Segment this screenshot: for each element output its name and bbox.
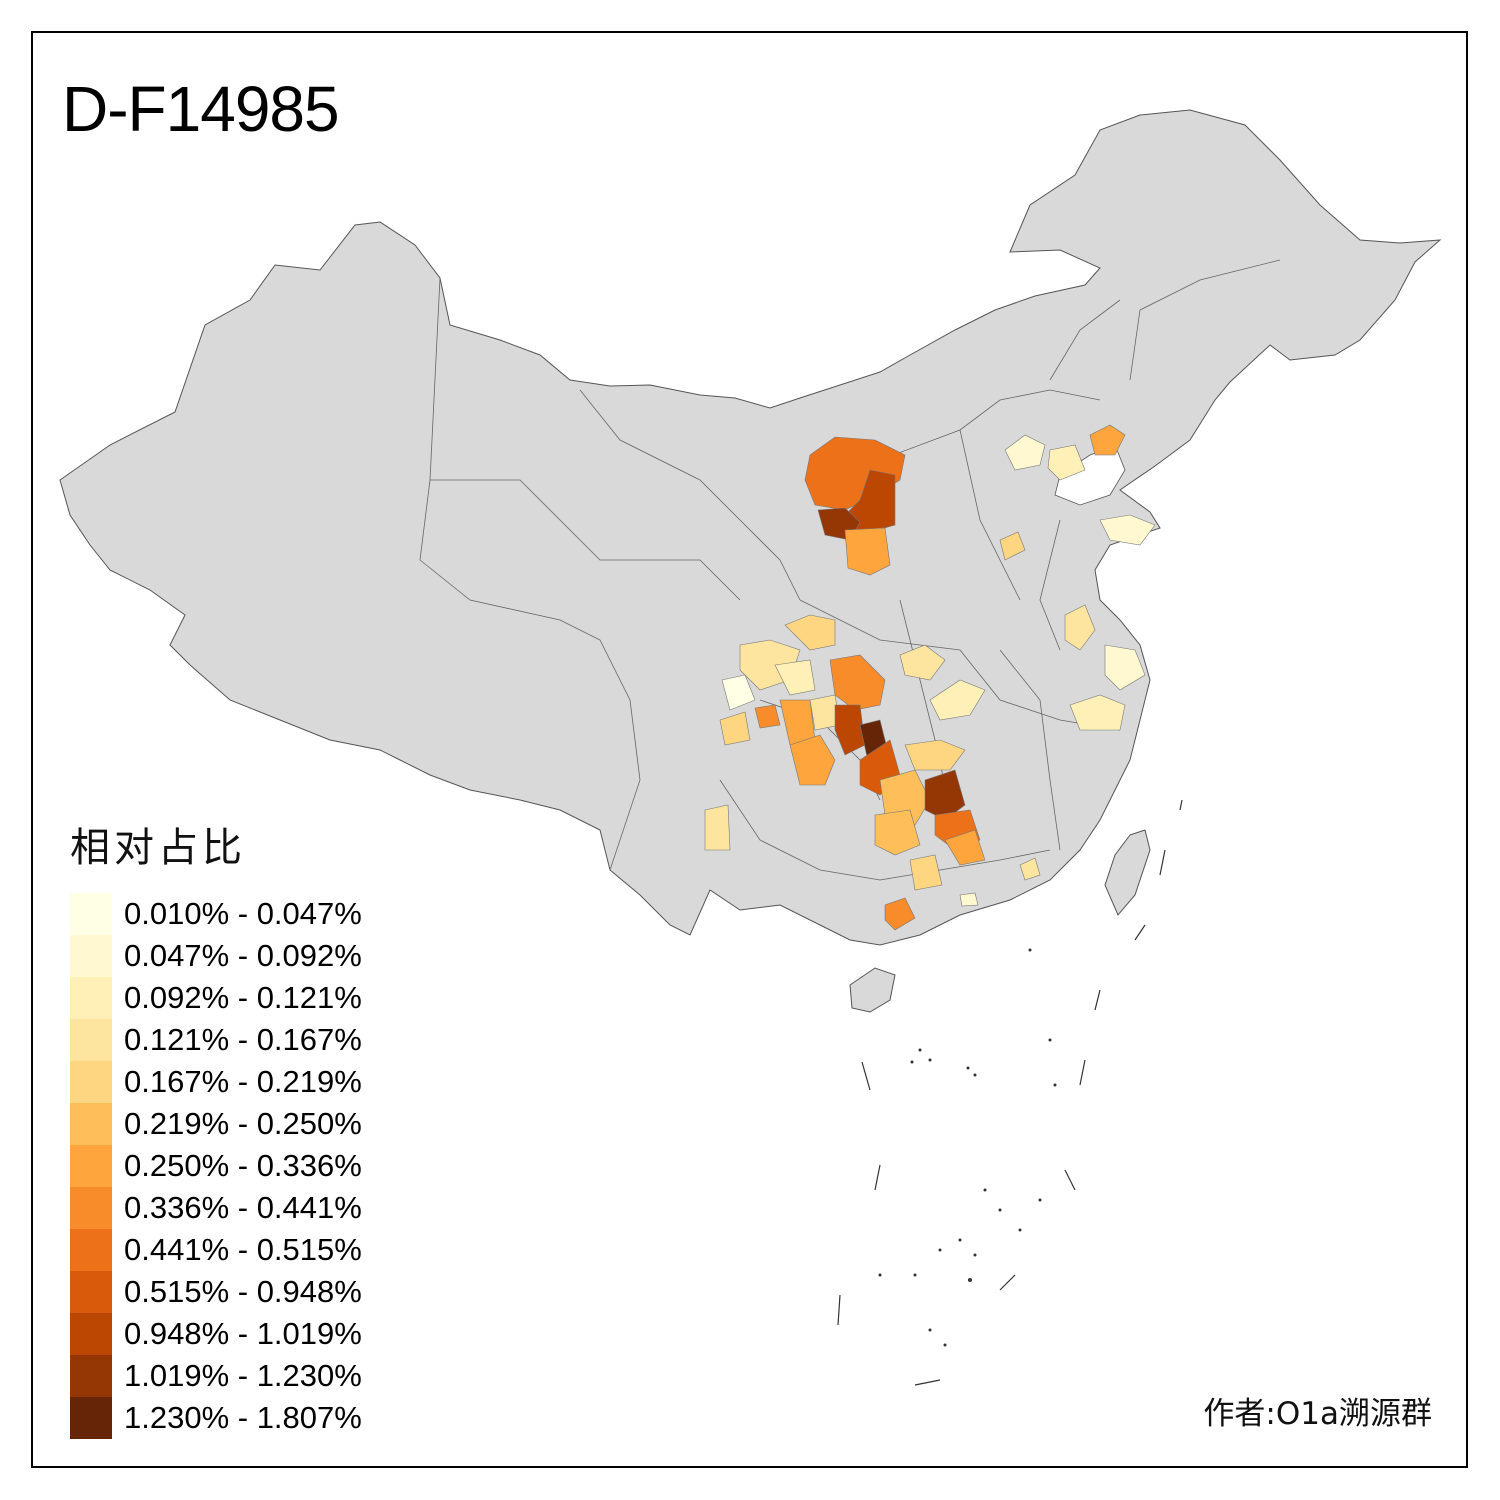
legend-swatch bbox=[70, 893, 112, 935]
region-hunan-a bbox=[879, 769, 931, 826]
legend-swatch bbox=[70, 935, 112, 977]
region-beijing-a bbox=[1004, 434, 1046, 471]
legend-item: 0.121% - 0.167% bbox=[70, 1019, 362, 1061]
legend-swatch bbox=[70, 1313, 112, 1355]
legend-label: 0.515% - 0.948% bbox=[124, 1274, 362, 1309]
region-hunan-e bbox=[874, 809, 921, 856]
legend-item: 0.441% - 0.515% bbox=[70, 1229, 362, 1271]
legend-label: 0.219% - 0.250% bbox=[124, 1106, 362, 1141]
legend-swatch bbox=[70, 1145, 112, 1187]
map-title: D-F14985 bbox=[62, 73, 340, 145]
region-yunnan-a bbox=[704, 804, 731, 851]
region-guangdong-a bbox=[884, 897, 916, 931]
legend-item: 0.047% - 0.092% bbox=[70, 935, 362, 977]
region-chongqing-a bbox=[829, 654, 886, 711]
legend-label: 1.230% - 1.807% bbox=[124, 1400, 362, 1435]
island-dots bbox=[878, 948, 1057, 1347]
legend-item: 0.219% - 0.250% bbox=[70, 1103, 362, 1145]
region-guizhou-a bbox=[789, 734, 836, 786]
province-boundaries bbox=[419, 259, 1281, 881]
region-shandong-a bbox=[1099, 514, 1156, 546]
region-shaanxi-a bbox=[784, 614, 836, 651]
legend-swatch bbox=[70, 1187, 112, 1229]
legend-item: 0.010% - 0.047% bbox=[70, 893, 362, 935]
legend-label: 0.092% - 0.121% bbox=[124, 980, 362, 1015]
region-guangdong-c bbox=[959, 892, 979, 907]
legend-swatch bbox=[70, 977, 112, 1019]
region-guangxi-a bbox=[909, 854, 943, 891]
region-sichuan-e bbox=[754, 704, 781, 729]
legend: 相对占比 0.010% - 0.047% 0.047% - 0.092% 0.0… bbox=[70, 815, 362, 1439]
region-henan-a bbox=[899, 644, 946, 681]
legend-swatch bbox=[70, 1061, 112, 1103]
region-jiangsu-a bbox=[1064, 604, 1096, 651]
region-hebei-a bbox=[999, 531, 1026, 561]
legend-label: 0.948% - 1.019% bbox=[124, 1316, 362, 1351]
region-chongqing-b bbox=[834, 704, 866, 756]
region-guangdong-b bbox=[1019, 857, 1041, 881]
region-sichuan-c bbox=[721, 674, 756, 711]
colored-regions bbox=[704, 424, 1156, 931]
region-beijing-b bbox=[1047, 444, 1086, 481]
map-frame bbox=[31, 31, 1468, 1468]
region-ne-a bbox=[1089, 424, 1126, 456]
bohai-sea bbox=[1054, 444, 1126, 506]
region-hunan-d bbox=[904, 739, 966, 771]
legend-item: 0.336% - 0.441% bbox=[70, 1187, 362, 1229]
legend-item: 1.019% - 1.230% bbox=[70, 1355, 362, 1397]
region-sichuan-b bbox=[774, 659, 816, 696]
legend-label: 0.167% - 0.219% bbox=[124, 1064, 362, 1099]
legend-swatch bbox=[70, 1271, 112, 1313]
legend-title: 相对占比 bbox=[70, 825, 246, 871]
legend-items: 0.010% - 0.047% 0.047% - 0.092% 0.092% -… bbox=[70, 893, 362, 1439]
legend-label: 0.047% - 0.092% bbox=[124, 938, 362, 973]
legend-swatch bbox=[70, 1355, 112, 1397]
legend-item: 0.250% - 0.336% bbox=[70, 1145, 362, 1187]
legend-item: 0.092% - 0.121% bbox=[70, 977, 362, 1019]
region-jiangsu-b bbox=[1104, 644, 1146, 691]
region-zhejiang-a bbox=[1069, 694, 1126, 731]
legend-label: 0.250% - 0.336% bbox=[124, 1148, 362, 1183]
legend-label: 0.336% - 0.441% bbox=[124, 1190, 362, 1225]
taiwan-island bbox=[1104, 829, 1151, 916]
legend-swatch bbox=[70, 1229, 112, 1271]
hainan-island bbox=[849, 967, 896, 1013]
legend-label: 0.010% - 0.047% bbox=[124, 896, 362, 931]
region-jiangxi-a bbox=[944, 829, 986, 866]
legend-item: 1.230% - 1.807% bbox=[70, 1397, 362, 1439]
legend-swatch bbox=[70, 1397, 112, 1439]
south-china-sea-islands bbox=[837, 799, 1183, 1386]
legend-label: 1.019% - 1.230% bbox=[124, 1358, 362, 1393]
region-sichuan-d bbox=[719, 711, 751, 746]
legend-item: 0.948% - 1.019% bbox=[70, 1313, 362, 1355]
legend-label: 0.121% - 0.167% bbox=[124, 1022, 362, 1057]
legend-item: 0.167% - 0.219% bbox=[70, 1061, 362, 1103]
region-hubei-a bbox=[929, 679, 986, 721]
legend-item: 0.515% - 0.948% bbox=[70, 1271, 362, 1313]
author-credit: 作者:O1a溯源群 bbox=[1203, 1396, 1432, 1432]
legend-label: 0.441% - 0.515% bbox=[124, 1232, 362, 1267]
legend-swatch bbox=[70, 1103, 112, 1145]
region-north-d bbox=[844, 527, 891, 576]
legend-swatch bbox=[70, 1019, 112, 1061]
